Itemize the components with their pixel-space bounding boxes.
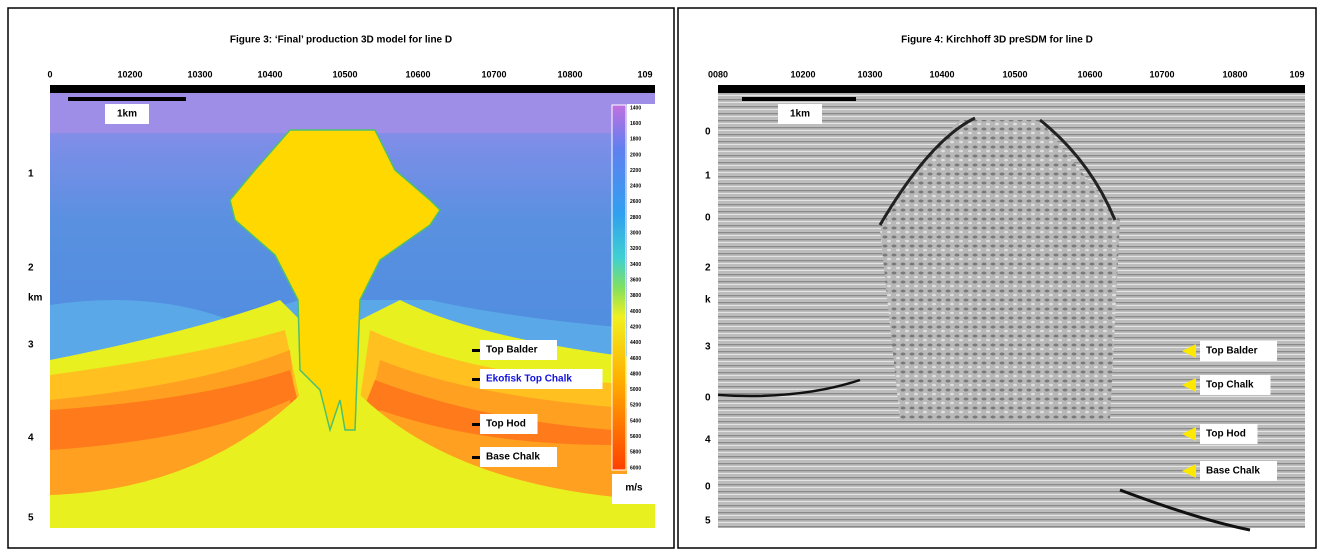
y-axis-label: k	[705, 295, 711, 306]
horizon-arrow	[1182, 378, 1196, 392]
y-axis-label: 3	[28, 340, 34, 351]
colorbar-unit: m/s	[625, 483, 643, 494]
y-axis-label: 4	[28, 433, 34, 444]
y-axis-label: 0	[705, 213, 711, 224]
horizon-tick	[472, 423, 480, 426]
x-axis-label: 10600	[1077, 69, 1102, 79]
y-axis-label: 0	[705, 482, 711, 493]
panel-frame	[7, 7, 675, 549]
horizon-label: Base Chalk	[486, 452, 540, 463]
colorbar-label: 1600	[630, 121, 641, 127]
horizon-label: Top Hod	[1206, 429, 1246, 440]
y-axis-label: 1	[28, 169, 34, 180]
colorbar-label: 1400	[630, 105, 641, 111]
horizon-tick	[472, 349, 480, 352]
panel-title: Figure 4: Kirchhoff 3D preSDM for line D	[901, 35, 1093, 46]
velocity-model	[50, 85, 655, 528]
horizon-box	[1200, 461, 1277, 481]
colorbar-label: 5000	[630, 387, 641, 393]
y-axis-label: 0	[705, 127, 711, 138]
y-axis-label: 2	[705, 263, 711, 274]
colorbar-label: 3600	[630, 278, 641, 284]
colorbar-label: 5600	[630, 434, 641, 440]
horizon-label: Top Balder	[1206, 346, 1258, 357]
colorbar-label: 5800	[630, 450, 641, 456]
horizon-box	[480, 414, 538, 434]
colorbar-label: 2400	[630, 184, 641, 190]
colorbar-label: 2600	[630, 199, 641, 205]
x-axis-label: 10200	[790, 69, 815, 79]
colorbar-label: 5200	[630, 403, 641, 409]
scale-box	[778, 104, 822, 124]
panel-frame	[677, 7, 1317, 549]
x-axis-label: 109	[637, 69, 652, 79]
scale-label: 1km	[790, 109, 810, 120]
y-axis-label: 1	[705, 171, 711, 182]
y-axis-label: 0	[705, 393, 711, 404]
x-axis-label: 10500	[332, 69, 357, 79]
colorbar-label: 6000	[630, 465, 641, 471]
y-axis-label: 3	[705, 342, 711, 353]
x-axis-label: 0	[47, 69, 52, 79]
colorbar-label: 3000	[630, 231, 641, 237]
x-axis-label: 10400	[929, 69, 954, 79]
colorbar-label: 4600	[630, 356, 641, 362]
horizon-box	[480, 369, 603, 389]
horizon-label: Base Chalk	[1206, 466, 1260, 477]
y-axis-label: 2	[28, 263, 34, 274]
colorbar-label: 2000	[630, 152, 641, 158]
y-axis-label: 5	[28, 513, 34, 524]
horizon-label: Ekofisk Top Chalk	[486, 374, 572, 385]
horizon-tick	[472, 456, 480, 459]
colorbar-label: 2800	[630, 215, 641, 221]
colorbar-label: 1800	[630, 137, 641, 143]
horizon-label: Top Balder	[486, 345, 538, 356]
horizon-box	[1200, 341, 1277, 361]
horizon-label: Top Hod	[486, 419, 526, 430]
horizon-label: Top Chalk	[1206, 380, 1254, 391]
horizon-tick	[472, 378, 480, 381]
x-axis-label: 10300	[187, 69, 212, 79]
x-axis-label: 10800	[557, 69, 582, 79]
colorbar-label: 4200	[630, 324, 641, 330]
horizon-arrow	[1182, 464, 1196, 478]
colorbar-label: 4800	[630, 371, 641, 377]
colorbar-label: 3200	[630, 246, 641, 252]
colorbar-label: 5400	[630, 418, 641, 424]
x-axis-label: 10800	[1222, 69, 1247, 79]
seismic-image	[717, 85, 1305, 532]
x-axis-label: 10400	[257, 69, 282, 79]
colorbar-label: 3800	[630, 293, 641, 299]
x-axis-label: 10700	[481, 69, 506, 79]
horizon-box	[480, 340, 557, 360]
horizon-box	[480, 447, 557, 467]
x-axis-label: 10500	[1002, 69, 1027, 79]
colorbar-label: 2200	[630, 168, 641, 174]
y-axis-label: 5	[705, 516, 711, 527]
x-axis-label: 0080	[708, 69, 728, 79]
x-axis-label: 10300	[857, 69, 882, 79]
horizon-box	[1200, 375, 1271, 395]
panel-title: Figure 3: ‘Final’ production 3D model fo…	[230, 35, 452, 46]
horizon-arrow	[1182, 427, 1196, 441]
scale-label: 1km	[117, 109, 137, 120]
horizon-arrow	[1182, 344, 1196, 358]
y-axis-label: km	[28, 293, 43, 304]
colorbar-label: 4400	[630, 340, 641, 346]
x-axis-label: 10600	[405, 69, 430, 79]
x-axis-label: 109	[1289, 69, 1304, 79]
x-axis-label: 10200	[117, 69, 142, 79]
x-axis-label: 10700	[1149, 69, 1174, 79]
y-axis-label: 4	[705, 435, 711, 446]
colorbar-label: 3400	[630, 262, 641, 268]
colorbar-label: 4000	[630, 309, 641, 315]
scale-box	[105, 104, 149, 124]
horizon-box	[1200, 424, 1258, 444]
